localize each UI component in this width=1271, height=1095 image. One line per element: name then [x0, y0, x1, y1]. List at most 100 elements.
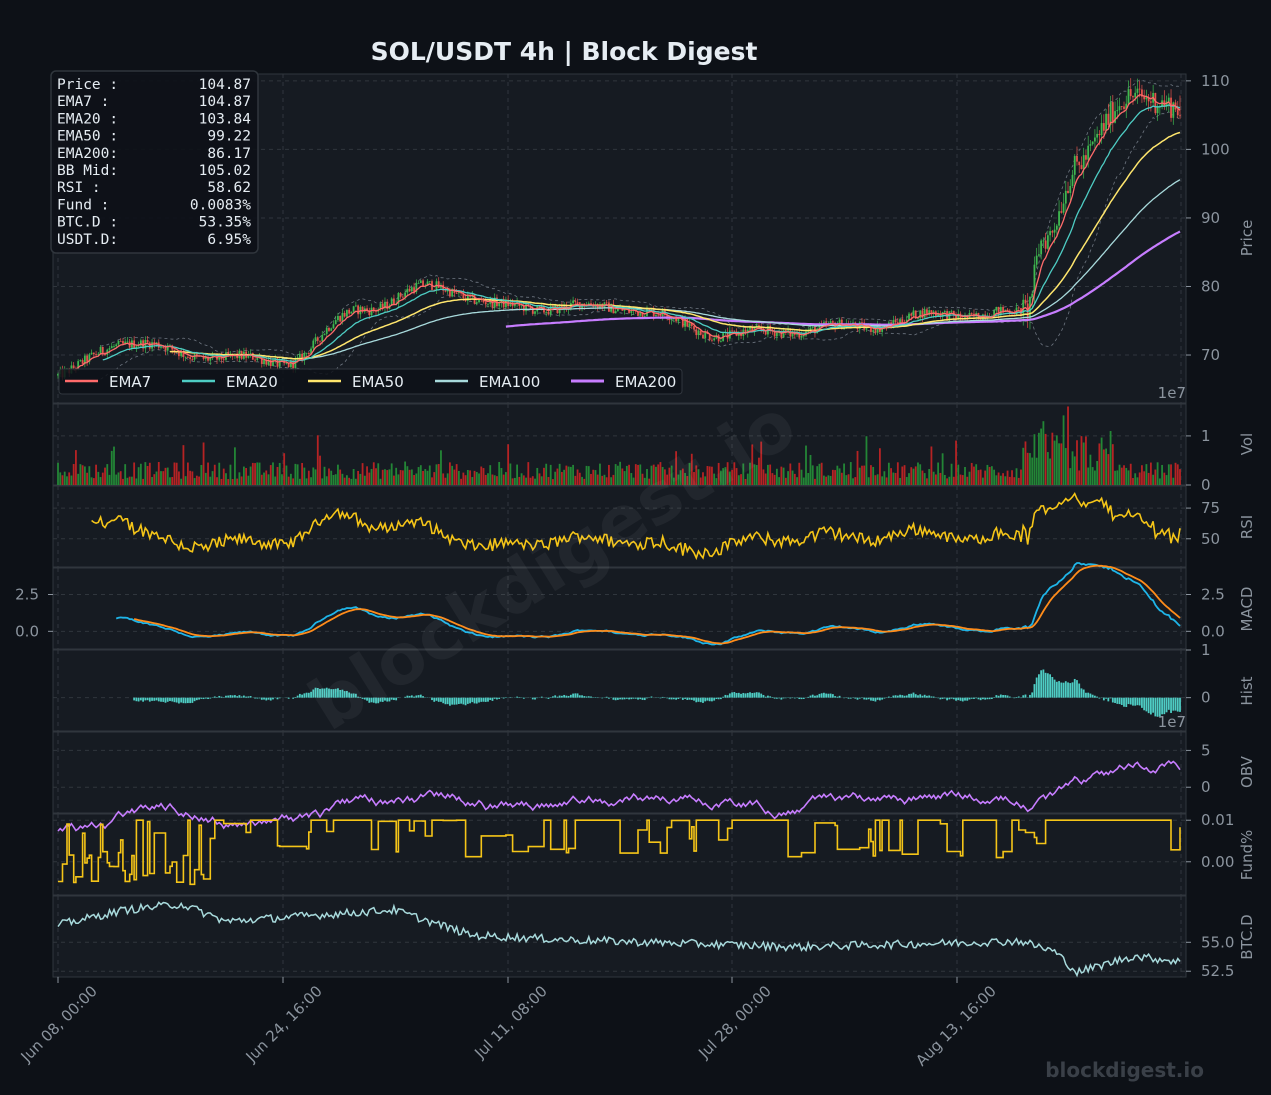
hist-bar: [854, 697, 857, 699]
volume-bar: [809, 454, 812, 485]
volume-bar: [377, 463, 380, 485]
volume-bar: [984, 470, 987, 485]
volume-bar: [827, 475, 830, 485]
hist-bar: [870, 697, 872, 701]
volume-bar: [948, 476, 951, 485]
volume-bar: [585, 465, 588, 485]
volume-bar: [977, 470, 980, 485]
hist-bar: [1078, 683, 1081, 698]
hist-bar: [879, 697, 881, 701]
volume-bar: [955, 440, 957, 485]
hist-bar: [753, 692, 756, 698]
volume-bar: [751, 444, 754, 485]
candle-body: [189, 357, 192, 359]
candle-body: [281, 359, 283, 361]
volume-bar: [923, 473, 926, 485]
volume-bar: [621, 468, 624, 485]
hist-bar: [337, 688, 339, 698]
volume-bar: [117, 472, 120, 485]
volume-bar: [104, 467, 106, 485]
volume-bar: [240, 476, 243, 485]
volume-bar: [688, 463, 691, 485]
hist-bar: [435, 697, 438, 701]
y-axis-label: BTC.D: [1238, 914, 1256, 959]
volume-bar: [263, 472, 265, 485]
candle-body: [180, 351, 183, 357]
candle-body: [110, 346, 113, 349]
volume-bar: [1080, 436, 1083, 485]
candle-body: [930, 310, 933, 315]
hist-bar: [1073, 678, 1076, 698]
candle-body: [1073, 156, 1076, 175]
hist-bar: [359, 697, 362, 698]
volume-bar: [79, 464, 82, 485]
info-box: Price : 104.87 EMA7 : 104.87 EMA20 : 103.84 EM…: [50, 70, 259, 254]
candle-body: [1125, 103, 1128, 110]
candle-body: [390, 298, 393, 306]
volume-bar: [865, 436, 868, 485]
hist-bar: [184, 697, 187, 704]
hist-bar: [670, 697, 673, 700]
info-row-label: USDT.D:: [57, 232, 118, 248]
volume-bar: [973, 466, 975, 485]
volume-bar: [1134, 473, 1137, 485]
hist-bar: [1051, 676, 1054, 698]
candle-body: [639, 312, 642, 316]
ema50-line: [169, 131, 1181, 360]
volume-bar: [296, 464, 299, 485]
volume-bar: [484, 474, 487, 485]
hist-bar: [614, 697, 617, 701]
hist-bar: [534, 697, 536, 700]
volume-bar: [258, 462, 261, 485]
volume-bar: [1038, 432, 1040, 485]
volume-bar: [780, 466, 783, 485]
hist-bar: [1080, 688, 1083, 698]
candle-body: [272, 359, 274, 366]
hist-bar: [825, 693, 828, 698]
candle-body: [870, 325, 872, 332]
volume-bar: [453, 469, 456, 485]
volume-bar: [469, 470, 471, 485]
volume-bar: [939, 472, 942, 485]
volume-bar: [1006, 470, 1009, 485]
volume-bar: [527, 462, 530, 485]
volume-bar: [625, 465, 628, 485]
volume-bar: [681, 468, 684, 485]
volume-bar: [791, 470, 794, 485]
candle-body: [184, 356, 187, 358]
volume-bar: [1046, 452, 1049, 485]
candle-body: [478, 298, 480, 303]
volume-bar: [397, 474, 400, 485]
volume-bar: [968, 471, 971, 485]
candle-body: [137, 345, 140, 347]
hist-bar: [164, 697, 167, 703]
volume-bar: [350, 478, 353, 485]
candle-body: [1013, 313, 1016, 315]
volume-bar: [341, 473, 344, 485]
hist-bar: [928, 695, 931, 698]
hist-bar: [496, 697, 498, 700]
volume-bar: [616, 465, 619, 485]
candle-body: [894, 320, 897, 323]
candle-body: [522, 305, 525, 312]
volume-bar: [236, 478, 239, 485]
candle-body: [668, 318, 671, 321]
candle-body: [1044, 240, 1047, 249]
volume-bar: [238, 472, 241, 485]
hist-bar: [1069, 683, 1072, 698]
volume-bar: [151, 477, 153, 485]
volume-bar: [583, 478, 586, 485]
volume-bar: [831, 469, 834, 485]
hist-bar: [267, 697, 270, 700]
hist-bar: [1102, 697, 1105, 701]
volume-bar: [88, 466, 91, 485]
volume-bar: [896, 462, 899, 485]
candle-body: [339, 316, 342, 322]
volume-bar: [554, 471, 557, 485]
hist-bar: [661, 696, 664, 698]
hist-bar: [547, 697, 550, 699]
volume-bar: [1096, 460, 1099, 485]
volume-bar: [254, 463, 256, 485]
volume-bar: [1064, 448, 1067, 485]
candle-body: [751, 327, 754, 332]
